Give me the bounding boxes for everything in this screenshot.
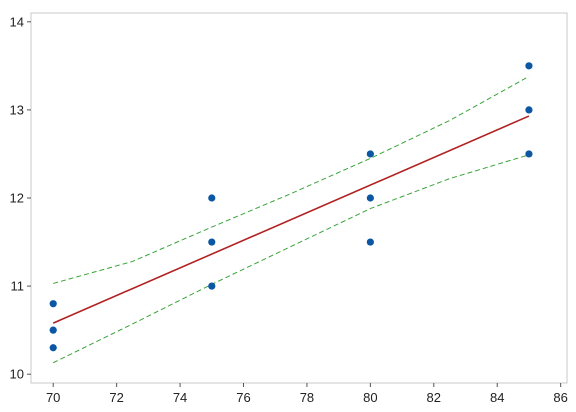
- x-tick-label: 86: [553, 390, 567, 405]
- x-tick-label: 84: [490, 390, 504, 405]
- data-point: [208, 238, 216, 246]
- y-tick-label: 11: [11, 279, 25, 294]
- x-tick-label: 72: [109, 390, 123, 405]
- data-point: [366, 238, 374, 246]
- series-layer: [49, 62, 533, 364]
- data-point: [49, 344, 57, 352]
- data-point: [525, 62, 533, 70]
- x-tick-label: 70: [46, 390, 60, 405]
- data-point: [525, 106, 533, 114]
- y-tick-label: 10: [10, 367, 24, 382]
- x-tick-label: 82: [427, 390, 441, 405]
- data-point: [366, 150, 374, 158]
- y-tick-label: 13: [10, 102, 24, 117]
- y-tick-label: 12: [10, 191, 24, 206]
- data-point: [208, 282, 216, 290]
- regression-fit-line: [52, 115, 530, 324]
- confidence-band-line: [53, 75, 530, 284]
- y-tick-label: 14: [10, 14, 24, 29]
- plot-frame: [30, 12, 568, 384]
- data-point: [366, 194, 374, 202]
- x-tick-label: 78: [300, 390, 314, 405]
- data-point: [49, 300, 57, 308]
- x-axis-ticks: 70 72 74 76 78 80 82 84 86: [46, 383, 568, 405]
- data-point: [208, 194, 216, 202]
- confidence-band-line: [52, 154, 530, 364]
- x-tick-label: 76: [236, 390, 250, 405]
- y-axis-ticks: 10 11 12 13 14: [10, 14, 31, 382]
- data-point: [525, 150, 533, 158]
- data-point: [49, 326, 57, 334]
- x-tick-label: 80: [363, 390, 377, 405]
- x-tick-label: 74: [173, 390, 187, 405]
